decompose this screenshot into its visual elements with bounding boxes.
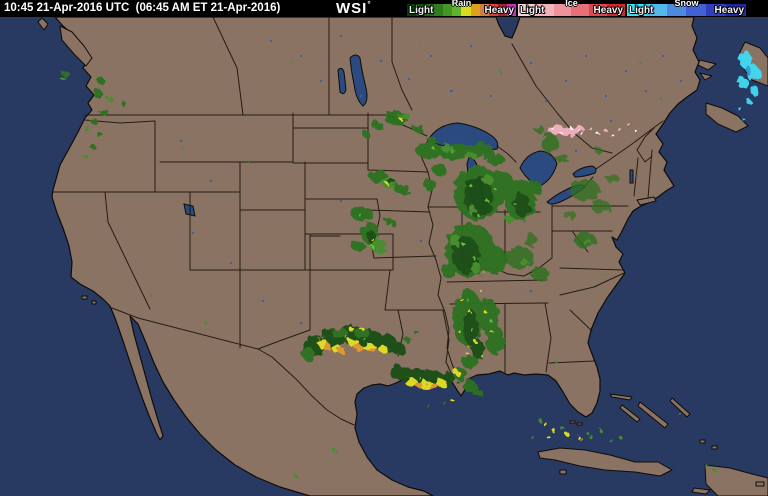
legend-color-segment xyxy=(535,4,554,16)
radar-illinois-indiana xyxy=(441,223,507,278)
legend-snow-title: Snow xyxy=(674,0,699,8)
turks-island xyxy=(699,439,706,444)
radar-speckles xyxy=(343,146,518,380)
radar-wisconsin-upper-michigan xyxy=(416,142,504,191)
radar-ontario-canada xyxy=(535,126,602,163)
florida-keys xyxy=(576,422,583,426)
legend-color-segment xyxy=(607,4,625,16)
haida-gwaii xyxy=(37,17,49,31)
radar-louisiana-coast xyxy=(390,365,483,408)
legend-color-segment xyxy=(726,4,746,16)
puerto-rico xyxy=(755,481,765,487)
legend-color-segment xyxy=(443,4,453,16)
legend-rain: Rain Light Heavy xyxy=(407,0,516,17)
header-bar: 10:45 21-Apr-2016 UTC (06:45 AM ET 21-Ap… xyxy=(0,0,768,17)
radar-michigan-core xyxy=(454,166,542,224)
state-borders xyxy=(52,16,664,426)
legend-color-segment xyxy=(470,4,480,16)
radar-scattered-specks xyxy=(150,40,662,478)
legend-color-segment xyxy=(706,4,727,16)
cuba xyxy=(537,447,673,477)
radar-mississippi-valley xyxy=(452,288,505,369)
legend-color-segment xyxy=(589,4,608,16)
radar-minnesota-iowa-band xyxy=(369,170,410,194)
radar-texas-storms xyxy=(302,325,419,361)
jamaica xyxy=(691,487,711,495)
legend-color-segment xyxy=(461,4,471,16)
isla-juventud xyxy=(559,469,567,475)
channel-island xyxy=(91,300,97,305)
legend-rain-title: Rain xyxy=(451,0,472,8)
legend-color-segment xyxy=(407,4,417,16)
radar-ohio-valley xyxy=(506,234,549,281)
legend-color-segment xyxy=(571,4,590,16)
nova-scotia xyxy=(705,102,749,133)
snow-gradient-bar xyxy=(627,4,746,16)
legend-color-segment xyxy=(425,4,435,16)
lake-winnipeg xyxy=(349,54,368,107)
radar-missouri xyxy=(351,207,395,253)
legend-color-segment xyxy=(452,4,462,16)
rain-heavy-label: Heavy xyxy=(484,5,514,16)
florida-keys xyxy=(569,420,576,424)
legend-color-segment xyxy=(666,4,687,16)
north-america-landmass xyxy=(37,16,768,496)
radar-pennsylvania-newyork xyxy=(564,173,618,248)
snow-light-label: Light xyxy=(629,5,654,16)
legend-ice-title: Ice xyxy=(565,0,578,8)
bahamas xyxy=(609,393,691,429)
legend-color-segment xyxy=(627,4,647,16)
small-lakes-dots xyxy=(180,35,682,324)
rain-gradient-bar xyxy=(407,4,516,16)
legend-color-segment xyxy=(518,4,536,16)
vancouver-island xyxy=(59,25,93,67)
radar-pacific-northwest xyxy=(61,71,185,158)
wsi-logo: WSI° xyxy=(336,0,371,17)
legend-color-segment xyxy=(686,4,707,16)
legend-color-segment xyxy=(488,4,498,16)
radar-echoes xyxy=(61,40,760,478)
lake-champlain xyxy=(629,169,634,184)
lake-winnipegosis xyxy=(337,67,347,95)
channel-island xyxy=(81,295,88,300)
hispaniola xyxy=(704,464,768,496)
ice-heavy-label: Heavy xyxy=(593,5,623,16)
legend-color-segment xyxy=(479,4,489,16)
radar-bahamas-caribbean xyxy=(530,412,716,472)
ice-gradient-bar xyxy=(518,4,625,16)
rain-light-label: Light xyxy=(409,5,434,16)
radar-snow-gulf-st-lawrence xyxy=(738,51,760,122)
snow-heavy-label: Heavy xyxy=(714,5,744,16)
wsi-degree-mark: ° xyxy=(367,0,371,9)
legend-color-segment xyxy=(497,4,507,16)
prince-edward-island xyxy=(699,72,713,81)
timestamp-text: 10:45 21-Apr-2016 UTC (06:45 AM ET 21-Ap… xyxy=(4,2,281,14)
radar-ice-quebec xyxy=(548,124,639,138)
turks-island xyxy=(711,445,718,450)
legend-color-segment xyxy=(506,4,516,16)
radar-northern-plains xyxy=(362,111,437,144)
legend-ice: Ice Light Heavy xyxy=(518,0,625,17)
ice-light-label: Light xyxy=(520,5,545,16)
legend-color-segment xyxy=(434,4,444,16)
legend-snow: Snow Light Heavy xyxy=(627,0,746,17)
legend-color-segment xyxy=(646,4,667,16)
legend-color-segment xyxy=(553,4,572,16)
legend-color-segment xyxy=(416,4,426,16)
anticosti-island xyxy=(697,59,717,71)
